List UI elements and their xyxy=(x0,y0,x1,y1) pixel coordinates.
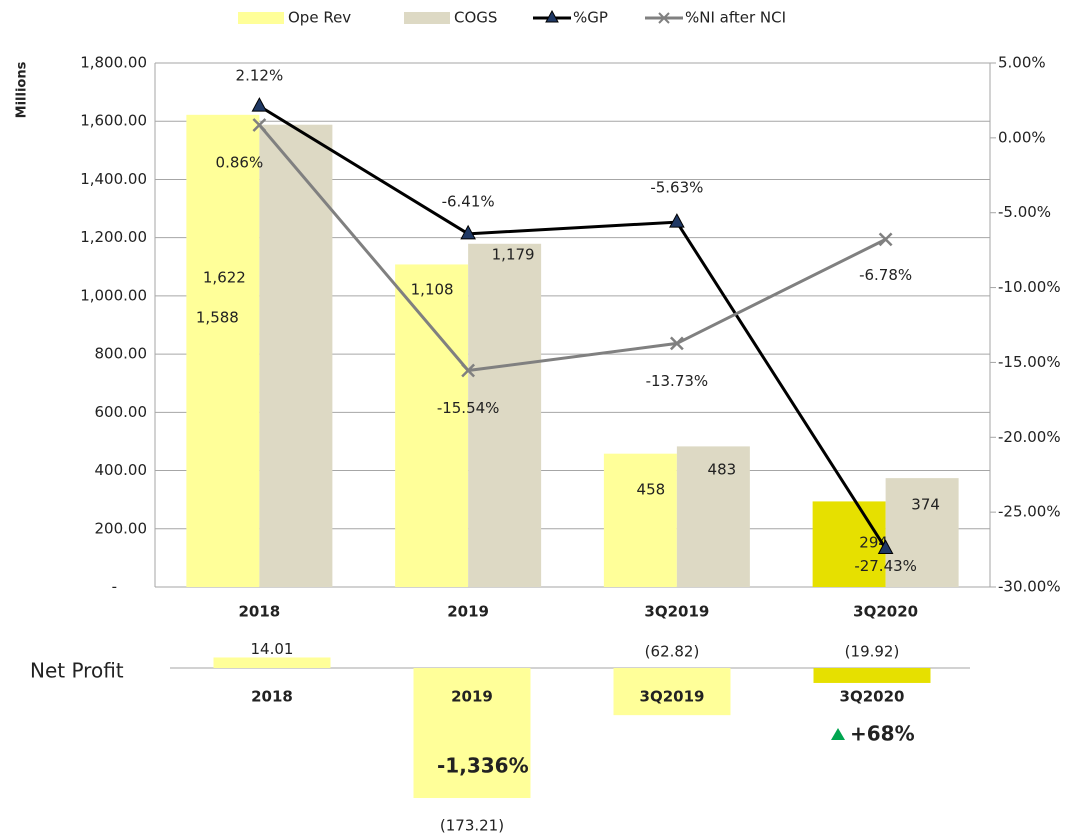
x-tick-label: 3Q2019 xyxy=(640,688,705,706)
y-tick-label: 1,400.00 xyxy=(80,170,147,188)
bar xyxy=(186,114,260,587)
x-tick-label: 3Q2020 xyxy=(840,688,905,706)
line xyxy=(258,124,887,373)
x-tick-label: 3Q2020 xyxy=(853,603,918,621)
legend-marker xyxy=(658,12,670,24)
x-tick-label: 2019 xyxy=(447,603,489,621)
data-label: -13.73% xyxy=(646,372,709,390)
data-label: 1,108 xyxy=(411,281,454,299)
x-tick-label: 2018 xyxy=(239,603,281,621)
data-label: 483 xyxy=(708,461,737,479)
y-tick-label: - xyxy=(112,578,117,596)
y2-tick-label: -10.00% xyxy=(998,278,1061,296)
bar xyxy=(613,668,731,716)
marker xyxy=(878,232,893,247)
legend-marker xyxy=(545,9,559,23)
marker xyxy=(461,363,476,378)
bar xyxy=(812,501,886,587)
y-tick-label: 1,800.00 xyxy=(80,54,147,72)
legend-label: Ope Rev xyxy=(288,9,351,27)
data-label: -6.78% xyxy=(859,266,912,284)
bar xyxy=(468,243,542,587)
data-label: 1,179 xyxy=(492,246,535,264)
data-label: (19.92) xyxy=(845,643,900,661)
data-label: 374 xyxy=(911,496,940,514)
legend-label: COGS xyxy=(454,9,497,27)
y-tick-label: 600.00 xyxy=(95,403,148,421)
y2-tick-label: 5.00% xyxy=(998,54,1046,72)
data-label: 2.12% xyxy=(236,67,284,85)
data-label: -5.63% xyxy=(650,179,703,197)
bar xyxy=(213,657,331,668)
up-arrow xyxy=(831,728,845,740)
y2-tick-label: -25.00% xyxy=(998,503,1061,521)
bar xyxy=(813,668,931,683)
y-tick-label: 1,200.00 xyxy=(80,228,147,246)
y2-tick-label: -5.00% xyxy=(998,203,1051,221)
bar xyxy=(259,124,333,588)
marker xyxy=(252,118,267,132)
marker xyxy=(669,336,684,351)
y2-tick-label: -30.00% xyxy=(998,578,1061,596)
legend-label: %NI after NCI xyxy=(685,9,786,27)
data-label: 294 xyxy=(859,534,888,552)
annotation: +68% xyxy=(850,722,915,746)
y-tick-label: 800.00 xyxy=(95,345,148,363)
bar xyxy=(395,264,469,587)
data-label: 1,622 xyxy=(203,269,246,287)
y2-tick-label: 0.00% xyxy=(998,128,1046,146)
bar xyxy=(603,453,677,587)
x-tick-label: 2019 xyxy=(451,688,493,706)
legend-swatch xyxy=(404,12,450,24)
marker xyxy=(669,213,685,228)
x-tick-label: 2018 xyxy=(251,688,293,706)
legend-label: %GP xyxy=(573,9,608,27)
y-tick-label: 200.00 xyxy=(95,519,148,537)
line xyxy=(258,104,887,550)
marker xyxy=(251,97,268,112)
x-tick-label: 3Q2019 xyxy=(644,603,709,621)
data-label: -15.54% xyxy=(437,399,500,417)
y-tick-label: 1,600.00 xyxy=(80,112,147,130)
data-label: 14.01 xyxy=(251,640,294,658)
data-label: (173.21) xyxy=(440,817,504,835)
annotation: -1,336% xyxy=(437,754,529,778)
net-profit-label: Net Profit xyxy=(30,659,124,683)
bar xyxy=(676,446,750,587)
legend-swatch xyxy=(238,12,284,24)
data-label: (62.82) xyxy=(645,643,700,661)
data-label: 1,588 xyxy=(196,309,239,327)
y-tick-label: 1,000.00 xyxy=(80,286,147,304)
y2-tick-label: -20.00% xyxy=(998,428,1061,446)
data-label: -6.41% xyxy=(442,192,495,210)
data-label: -27.43% xyxy=(854,557,917,575)
y-axis-label: Millions xyxy=(15,61,30,118)
y2-tick-label: -15.00% xyxy=(998,353,1061,371)
data-label: 458 xyxy=(637,481,666,499)
bar xyxy=(885,478,959,587)
data-label: 0.86% xyxy=(216,153,264,171)
marker xyxy=(460,224,476,240)
bar xyxy=(413,668,531,798)
y-tick-label: 400.00 xyxy=(95,461,148,479)
marker xyxy=(877,539,894,555)
